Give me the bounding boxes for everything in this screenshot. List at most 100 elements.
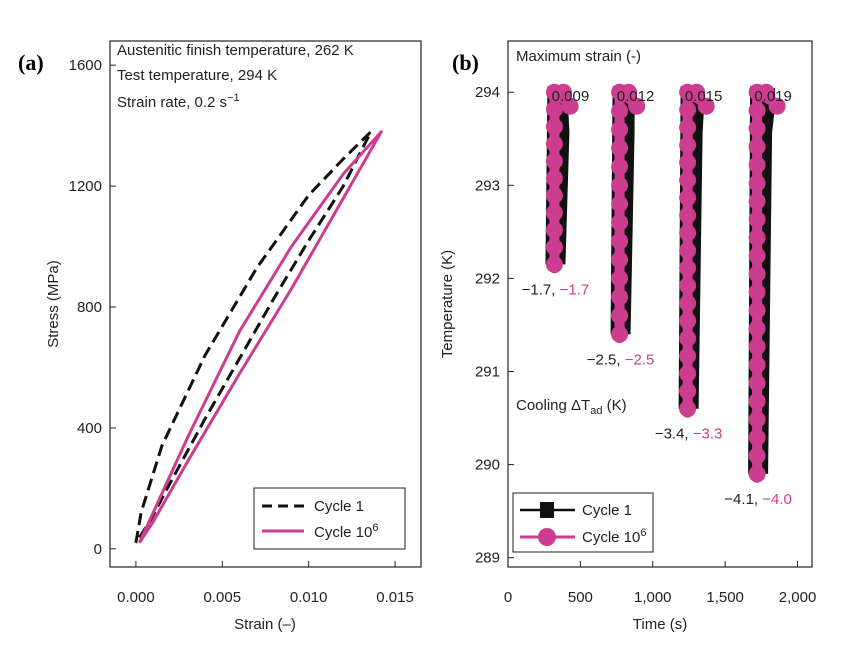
cycle1e6-marker (757, 83, 775, 101)
cycle1e6-marker (748, 374, 766, 392)
legend-b-cycle1-marker (540, 502, 554, 518)
cycle1e6-marker (748, 138, 766, 156)
panel-b-ytick-label: 294 (475, 84, 500, 101)
cycle1e6-marker (679, 365, 697, 383)
panel-a-ytick-label: 800 (77, 299, 102, 316)
legend-b-cycle1e6-marker (538, 528, 556, 546)
cycle1e6-marker (545, 238, 563, 256)
cycle1e6-marker (748, 101, 766, 119)
cycle1e6-marker (748, 465, 766, 483)
panel-b-frame (507, 40, 813, 568)
legend-b-cycle1-label: Cycle 1 (582, 502, 632, 519)
panel-a-xtick-label: 0.010 (290, 589, 328, 606)
panel-b-xlabel: Time (s) (633, 616, 687, 633)
annotation-austenitic: Austenitic finish temperature, 262 K (117, 42, 354, 59)
cycle1e6-marker (688, 83, 706, 101)
cycle1e6-marker (545, 100, 563, 118)
cycle1e6-marker (545, 255, 563, 273)
max-strain-title: Maximum strain (-) (516, 48, 641, 65)
cycle1e6-marker (748, 319, 766, 337)
panel-a-legend: Cycle 1 Cycle 106 (253, 487, 406, 550)
cycle1e6-marker (545, 118, 563, 136)
panel-a-ylabel: Stress (MPa) (45, 260, 62, 348)
panel-b-ytick-label: 290 (475, 457, 500, 474)
cycle1e6-marker (679, 259, 697, 277)
panel-a-curves (134, 130, 383, 544)
panel-a-legend-box (253, 487, 406, 550)
panel-a-axes: 0.000 0.005 0.010 0.015 0 400 800 1200 1600 (69, 57, 414, 606)
cycle1e6-marker (611, 214, 629, 232)
panel-b-data (545, 83, 786, 483)
panel-b-xtick-label: 1,500 (706, 589, 744, 606)
cycle1e6-marker (679, 206, 697, 224)
cycle1e6-marker (545, 152, 563, 170)
cycle1e6-marker (545, 135, 563, 153)
panel-a-xtick-label: 0.000 (117, 589, 155, 606)
cycle1e6-marker (748, 410, 766, 428)
cycle1e6-marker (679, 329, 697, 347)
cycle1e6-marker (611, 232, 629, 250)
cycle1e6-marker (545, 204, 563, 222)
cycle1e6-marker (611, 307, 629, 325)
cycle1e6-marker (748, 229, 766, 247)
cycle1e6-marker (748, 338, 766, 356)
cooling-title: Cooling ΔTad (K) (516, 397, 627, 417)
cycle1e6-marker (748, 447, 766, 465)
cycle1e6-marker (628, 97, 646, 115)
max-strain-label: 0.012 (617, 88, 655, 105)
legend-a-cycle1-label: Cycle 1 (314, 498, 364, 515)
panel-a-frame (109, 40, 422, 568)
cycle1e6-marker (679, 241, 697, 259)
panel-b-axes: 0 500 1,000 1,500 2,000 289 290 291 292 293 294 (475, 84, 816, 606)
cycle1e6-marker (748, 192, 766, 210)
cycle1e6-marker (611, 288, 629, 306)
panel-b-xtick-label: 500 (568, 589, 593, 606)
cycle1e6-marker (679, 312, 697, 330)
cycle1e6-marker (768, 97, 786, 115)
panel-b-legend: Cycle 1 Cycle 106 (512, 492, 654, 553)
cycle1e6-marker (748, 174, 766, 192)
panel-a: (a) 0.000 0.005 0.010 0.015040080012001600 … (18, 40, 422, 633)
cycle1e6-marker (679, 136, 697, 154)
max-strain-label: 0.009 (552, 88, 590, 105)
legend-b-cycle1e6-label: Cycle 106 (582, 527, 646, 546)
panel-b: (b) 0 500 1,000 1,500 2,000 289 290 291 292 293 29… (439, 40, 816, 633)
cycle1e6-marker (748, 301, 766, 319)
panel-b-ytick-label: 293 (475, 177, 500, 194)
cycle1e6-marker (545, 169, 563, 187)
cycle1e6-marker (748, 247, 766, 265)
cycle1e6-marker (748, 210, 766, 228)
panel-b-ytick-label: 292 (475, 270, 500, 287)
panel-b-xtick-label: 1,000 (634, 589, 672, 606)
cycle1e6-marker (545, 221, 563, 239)
cycle1e6-marker (611, 102, 629, 120)
cycle1e6-marker (679, 171, 697, 189)
cycle1e6-marker (611, 158, 629, 176)
cycle1e6-marker (748, 429, 766, 447)
cooling-value-label: −4.1, −4.0 (724, 491, 792, 508)
cycle1e6-marker (611, 195, 629, 213)
cooling-value-label: −2.5, −2.5 (587, 351, 655, 368)
annotation-test-temperature: Test temperature, 294 K (117, 67, 277, 84)
cycle1e6-marker (620, 83, 638, 101)
cycle1e6-marker (611, 139, 629, 157)
panel-b-label: (b) (452, 50, 479, 75)
cycle1e6-marker (679, 277, 697, 295)
panel-a-ytick-label: 1200 (69, 178, 102, 195)
cycle1e6-marker (611, 325, 629, 343)
cycle1e6-hysteresis-loop (138, 130, 383, 544)
panel-a-label: (a) (18, 50, 44, 75)
panel-a-xtick-label: 0.005 (204, 589, 242, 606)
cooling-value-label: −1.7, −1.7 (522, 281, 590, 298)
cycle1e6-marker (748, 356, 766, 374)
panel-a-ytick-label: 400 (77, 420, 102, 437)
cycle1e6-marker (679, 400, 697, 418)
max-strain-label: 0.015 (685, 88, 723, 105)
cycle1e6-marker (611, 176, 629, 194)
legend-a-cycle1e6-label: Cycle 106 (314, 522, 378, 541)
panel-a-xtick-label: 0.015 (376, 589, 414, 606)
cycle1e6-marker (679, 294, 697, 312)
cycle1e6-marker (748, 392, 766, 410)
panel-b-xtick-label: 2,000 (779, 589, 817, 606)
panel-a-ytick-label: 1600 (69, 57, 102, 74)
